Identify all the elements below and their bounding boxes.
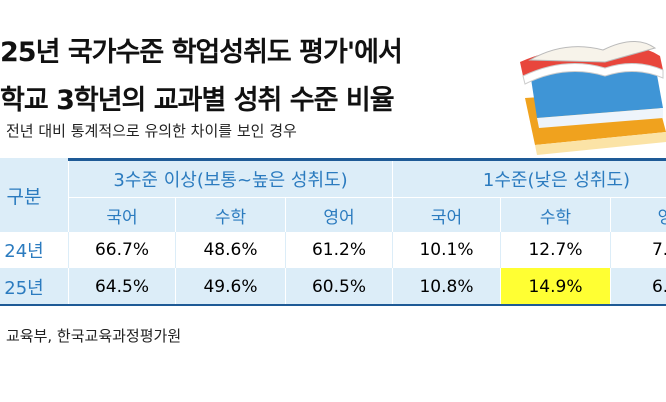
data-cell: 10.8% [392, 268, 500, 306]
subject-header: 수학 [500, 198, 610, 232]
subject-header: 국어 [392, 198, 500, 232]
table-top-border [0, 158, 666, 161]
data-cell: 64.5% [68, 268, 175, 306]
data-cell: 14.9% [500, 268, 610, 306]
data-cell: 12.7% [500, 232, 610, 268]
data-cell: 48.6% [175, 232, 285, 268]
row-label: 24년 [4, 241, 44, 262]
source: 교육부, 한국교육과정평가원 [6, 327, 182, 345]
group-header: 1수준(낮은 성취도) [392, 161, 666, 198]
row-label: 25년 [4, 278, 44, 299]
subject-header: 국어 [68, 198, 175, 232]
data-cell: 6.5 [610, 268, 666, 306]
table: 구분 3수준 이상(보통~높은 성취도) 1수준(낮은 성취도) 국어 수학 영어 국어 수학… [0, 158, 666, 306]
data-cell: 7.2 [610, 232, 666, 268]
subject-header: 영 [610, 198, 666, 232]
row-bg [0, 232, 666, 268]
table-bottom-border [0, 304, 666, 306]
data-cell: 10.1% [392, 232, 500, 268]
books-illustration [520, 41, 666, 155]
data-cell: 49.6% [175, 268, 285, 306]
note: 전년 대비 통계적으로 유의한 차이를 보인 경우 [6, 122, 297, 140]
data-cell: 66.7% [68, 232, 175, 268]
corner: 구분 [0, 158, 68, 232]
data-cell: 60.5% [285, 268, 392, 306]
title-line: 25년 국가수준 학업성취도 평가'에서 [0, 37, 403, 68]
subject-header: 수학 [175, 198, 285, 232]
title-line: 학교 3학년의 교과별 성취 수준 비율 [0, 85, 395, 116]
data-cell: 61.2% [285, 232, 392, 268]
header-bg [0, 158, 666, 232]
subject-header: 영어 [285, 198, 392, 232]
group-header: 3수준 이상(보통~높은 성취도) [68, 161, 392, 198]
